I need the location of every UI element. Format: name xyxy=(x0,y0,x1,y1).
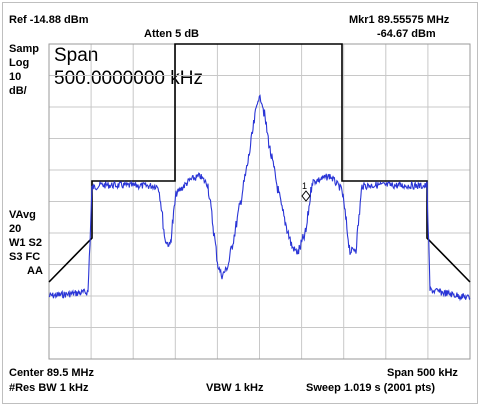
scale-value-label: 10 xyxy=(9,71,22,83)
vbw-label: VBW 1 kHz xyxy=(206,382,264,394)
span-overlay-title: Span xyxy=(54,45,99,66)
analyzer-frame xyxy=(2,2,478,404)
sweep-label: Sweep 1.019 s (2001 pts) xyxy=(306,382,436,394)
scale-panel: Samp Log 10 dB/ xyxy=(9,42,39,98)
scale-type-label: Log xyxy=(9,57,30,69)
spectrum-trace xyxy=(48,94,471,302)
s3fc-label: S3 FC xyxy=(9,251,41,263)
rbw-label: #Res BW 1 kHz xyxy=(9,382,89,394)
span-label: Span 500 kHz xyxy=(387,367,458,379)
center-frequency-label: Center 89.5 MHz xyxy=(9,367,94,379)
marker-1: 1 xyxy=(301,181,311,202)
trace-settings-panel: VAvg 20 W1 S2 S3 FC AA xyxy=(9,208,43,278)
marker-frequency-label: Mkr1 89.55575 MHz xyxy=(349,14,450,26)
marker-diamond-icon xyxy=(301,190,311,202)
vavg-count: 20 xyxy=(9,223,22,235)
spectrum-mask-line xyxy=(48,43,471,283)
aa-label: AA xyxy=(27,265,43,277)
w1s2-label: W1 S2 xyxy=(9,237,43,249)
graticule xyxy=(48,43,471,360)
detector-mode-label: Samp xyxy=(9,43,39,55)
ref-level-label: Ref -14.88 dBm xyxy=(9,14,89,26)
marker-number-label: 1 xyxy=(302,181,307,191)
scale-unit-label: dB/ xyxy=(9,85,27,97)
marker-value-label: -64.67 dBm xyxy=(377,28,436,40)
attenuation-label: Atten 5 dB xyxy=(144,28,199,40)
vavg-label: VAvg xyxy=(9,209,36,221)
